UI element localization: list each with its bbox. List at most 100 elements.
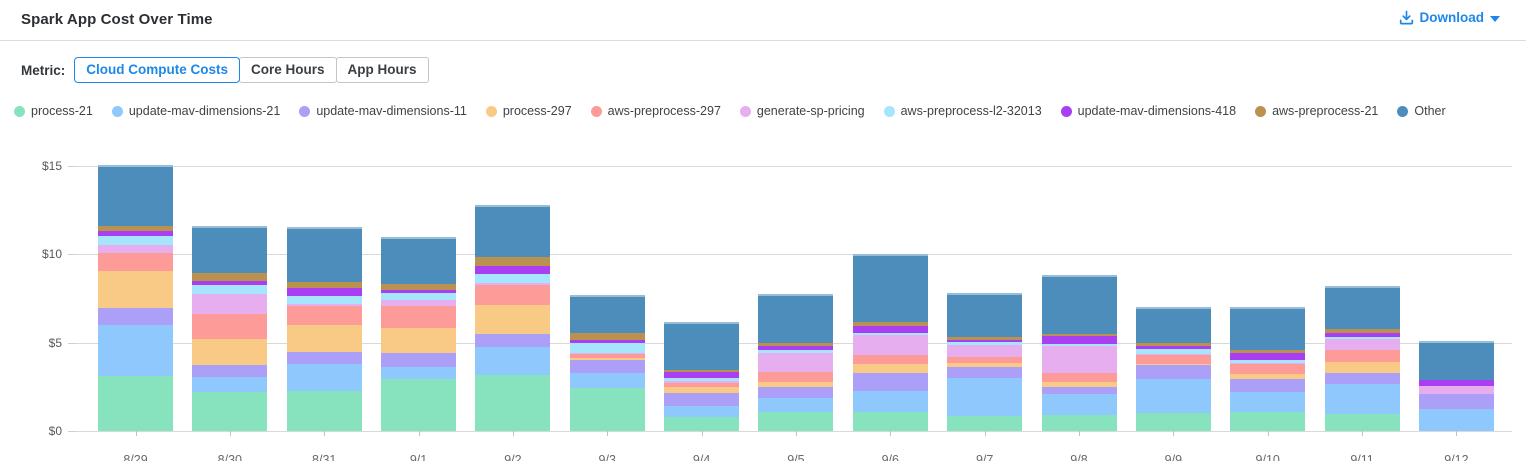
bar-segment-generate-sp-pricing[interactable] xyxy=(1135,354,1211,356)
bar-segment-update-mav-dimensions-418[interactable] xyxy=(569,340,645,343)
bar-segment-aws-preprocess-297[interactable] xyxy=(286,305,362,326)
bar-segment-aws-preprocess-21[interactable] xyxy=(1041,333,1117,337)
bar-segment-generate-sp-pricing[interactable] xyxy=(192,294,268,314)
bar-segment-process-21[interactable] xyxy=(475,374,551,431)
legend-item-process-21[interactable]: process-21 xyxy=(14,104,93,118)
bar-segment-update-mav-dimensions-11[interactable] xyxy=(192,364,268,378)
bar-segment-update-mav-dimensions-21[interactable] xyxy=(569,373,645,388)
bar-segment-update-mav-dimensions-418[interactable] xyxy=(1135,346,1211,350)
bar-segment-aws-preprocess-297[interactable] xyxy=(381,306,457,329)
bar-9/12[interactable] xyxy=(1418,341,1494,431)
bar-segment-aws-preprocess-21[interactable] xyxy=(286,281,362,288)
bar-8/31[interactable] xyxy=(286,227,362,431)
bar-segment-update-mav-dimensions-11[interactable] xyxy=(569,360,645,374)
bar-segment-update-mav-dimensions-11[interactable] xyxy=(286,351,362,365)
bar-9/11[interactable] xyxy=(1324,286,1400,431)
bar-segment-Other[interactable] xyxy=(1230,307,1306,350)
bar-segment-update-mav-dimensions-21[interactable] xyxy=(192,377,268,393)
bar-segment-aws-preprocess-297[interactable] xyxy=(475,285,551,306)
bar-segment-update-mav-dimensions-11[interactable] xyxy=(1135,365,1211,379)
bar-segment-Other[interactable] xyxy=(758,293,834,344)
bar-segment-update-mav-dimensions-11[interactable] xyxy=(947,367,1023,379)
bar-segment-process-297[interactable] xyxy=(758,381,834,387)
bar-segment-aws-preprocess-21[interactable] xyxy=(192,272,268,281)
bar-segment-aws-preprocess-297[interactable] xyxy=(1324,350,1400,363)
bar-segment-process-21[interactable] xyxy=(1135,413,1211,431)
bar-segment-update-mav-dimensions-418[interactable] xyxy=(475,266,551,275)
bar-segment-update-mav-dimensions-21[interactable] xyxy=(381,367,457,379)
bar-segment-update-mav-dimensions-21[interactable] xyxy=(1418,408,1494,431)
bar-segment-Other[interactable] xyxy=(664,322,740,370)
bar-segment-update-mav-dimensions-11[interactable] xyxy=(381,353,457,368)
bar-segment-aws-preprocess-21[interactable] xyxy=(758,343,834,347)
bar-segment-update-mav-dimensions-418[interactable] xyxy=(98,230,173,236)
bar-9/9[interactable] xyxy=(1135,306,1211,431)
bar-segment-update-mav-dimensions-21[interactable] xyxy=(286,364,362,391)
bar-segment-aws-preprocess-21[interactable] xyxy=(1135,342,1211,347)
bar-segment-aws-preprocess-21[interactable] xyxy=(98,225,173,231)
bar-segment-process-297[interactable] xyxy=(1230,374,1306,379)
bar-segment-Other[interactable] xyxy=(947,293,1023,337)
bar-9/3[interactable] xyxy=(569,294,645,431)
bar-segment-aws-preprocess-l2-32013[interactable] xyxy=(192,285,268,295)
bar-segment-Other[interactable] xyxy=(1135,306,1211,343)
bar-segment-process-297[interactable] xyxy=(947,363,1023,368)
legend-item-update-mav-dimensions-21[interactable]: update-mav-dimensions-21 xyxy=(111,104,280,118)
bar-segment-aws-preprocess-l2-32013[interactable] xyxy=(381,292,457,301)
bar-segment-update-mav-dimensions-11[interactable] xyxy=(758,386,834,399)
bar-segment-update-mav-dimensions-418[interactable] xyxy=(947,340,1023,343)
bar-9/10[interactable] xyxy=(1230,307,1306,431)
bar-segment-aws-preprocess-l2-32013[interactable] xyxy=(475,274,551,284)
bar-segment-update-mav-dimensions-418[interactable] xyxy=(1041,336,1117,344)
bar-segment-Other[interactable] xyxy=(98,164,173,226)
bar-9/4[interactable] xyxy=(664,322,740,431)
bar-segment-aws-preprocess-21[interactable] xyxy=(569,333,645,341)
bar-segment-update-mav-dimensions-418[interactable] xyxy=(192,280,268,286)
bar-segment-aws-preprocess-l2-32013[interactable] xyxy=(947,342,1023,345)
bar-segment-aws-preprocess-21[interactable] xyxy=(852,322,928,326)
bar-segment-aws-preprocess-297[interactable] xyxy=(1230,364,1306,375)
bar-segment-aws-preprocess-l2-32013[interactable] xyxy=(98,235,173,246)
bar-segment-update-mav-dimensions-21[interactable] xyxy=(1041,394,1117,415)
metric-button-core-hours[interactable]: Core Hours xyxy=(239,57,337,83)
bar-segment-generate-sp-pricing[interactable] xyxy=(1324,338,1400,351)
bar-segment-generate-sp-pricing[interactable] xyxy=(852,335,928,355)
bar-segment-aws-preprocess-l2-32013[interactable] xyxy=(286,295,362,304)
bar-segment-update-mav-dimensions-418[interactable] xyxy=(664,371,740,378)
bar-segment-process-297[interactable] xyxy=(1324,362,1400,374)
bar-segment-update-mav-dimensions-21[interactable] xyxy=(1324,384,1400,415)
bar-segment-generate-sp-pricing[interactable] xyxy=(286,303,362,306)
bar-segment-update-mav-dimensions-11[interactable] xyxy=(664,392,740,406)
bar-segment-update-mav-dimensions-11[interactable] xyxy=(1230,378,1306,392)
bar-9/1[interactable] xyxy=(381,237,457,431)
bar-segment-update-mav-dimensions-21[interactable] xyxy=(664,405,740,418)
legend-item-aws-preprocess-l2-32013[interactable]: aws-preprocess-l2-32013 xyxy=(883,104,1042,118)
bar-segment-aws-preprocess-21[interactable] xyxy=(381,283,457,290)
bar-segment-aws-preprocess-297[interactable] xyxy=(1041,373,1117,382)
bar-segment-aws-preprocess-l2-32013[interactable] xyxy=(1230,359,1306,364)
bar-segment-process-297[interactable] xyxy=(1135,364,1211,366)
bar-segment-Other[interactable] xyxy=(569,294,645,334)
bar-segment-Other[interactable] xyxy=(286,227,362,282)
bar-segment-process-297[interactable] xyxy=(286,325,362,352)
bar-segment-aws-preprocess-297[interactable] xyxy=(1135,355,1211,365)
bar-segment-aws-preprocess-l2-32013[interactable] xyxy=(569,342,645,354)
bar-9/5[interactable] xyxy=(758,293,834,431)
metric-button-cloud-compute-costs[interactable]: Cloud Compute Costs xyxy=(74,57,241,83)
bar-segment-update-mav-dimensions-21[interactable] xyxy=(758,398,834,413)
bar-segment-Other[interactable] xyxy=(475,204,551,258)
bar-segment-update-mav-dimensions-418[interactable] xyxy=(1418,379,1494,386)
bar-segment-update-mav-dimensions-21[interactable] xyxy=(947,378,1023,416)
bar-segment-aws-preprocess-l2-32013[interactable] xyxy=(852,333,928,336)
bar-segment-aws-preprocess-l2-32013[interactable] xyxy=(664,377,740,382)
bar-segment-Other[interactable] xyxy=(192,225,268,273)
bar-segment-aws-preprocess-21[interactable] xyxy=(947,336,1023,341)
bar-segment-update-mav-dimensions-21[interactable] xyxy=(1135,378,1211,414)
bar-9/2[interactable] xyxy=(475,204,551,431)
bar-segment-process-21[interactable] xyxy=(947,415,1023,431)
bar-segment-update-mav-dimensions-11[interactable] xyxy=(475,334,551,348)
bar-segment-aws-preprocess-l2-32013[interactable] xyxy=(758,349,834,354)
bar-segment-update-mav-dimensions-11[interactable] xyxy=(1418,394,1494,409)
legend-item-process-297[interactable]: process-297 xyxy=(485,104,572,118)
bar-9/7[interactable] xyxy=(947,293,1023,431)
